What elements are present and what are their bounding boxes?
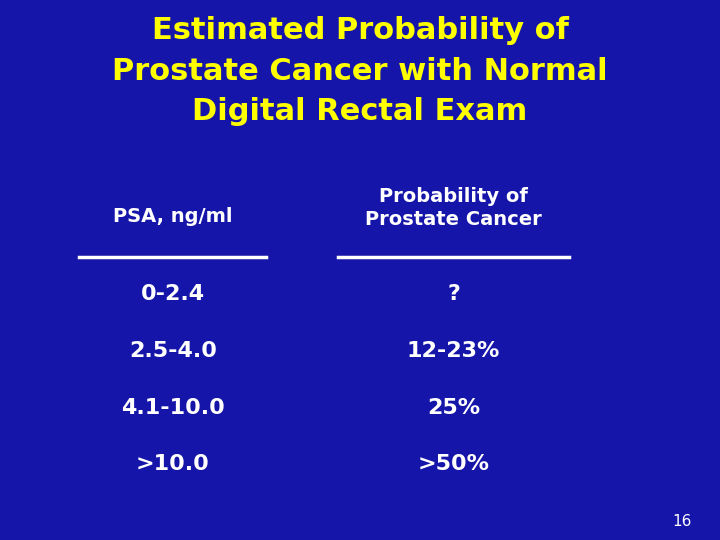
Text: 4.1-10.0: 4.1-10.0 xyxy=(121,397,225,418)
Text: >10.0: >10.0 xyxy=(136,454,210,475)
Text: 0-2.4: 0-2.4 xyxy=(140,284,205,305)
Text: Estimated Probability of
Prostate Cancer with Normal
Digital Rectal Exam: Estimated Probability of Prostate Cancer… xyxy=(112,16,608,126)
Text: >50%: >50% xyxy=(418,454,490,475)
Text: Probability of
Prostate Cancer: Probability of Prostate Cancer xyxy=(365,187,542,229)
Text: PSA, ng/ml: PSA, ng/ml xyxy=(113,206,233,226)
Text: 2.5-4.0: 2.5-4.0 xyxy=(129,341,217,361)
Text: 25%: 25% xyxy=(427,397,480,418)
Text: ?: ? xyxy=(447,284,460,305)
Text: 16: 16 xyxy=(672,514,691,529)
Text: 12-23%: 12-23% xyxy=(407,341,500,361)
